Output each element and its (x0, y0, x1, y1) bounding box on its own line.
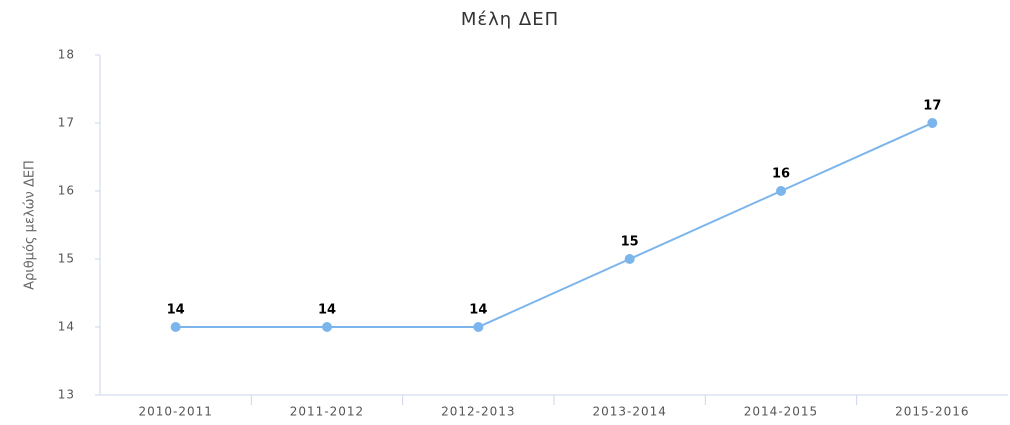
y-tick-label: 18 (58, 48, 75, 62)
x-tick-label: 2013-2014 (592, 405, 666, 419)
point (927, 118, 938, 128)
point (776, 186, 786, 196)
data-label: 14 (318, 303, 336, 318)
point (473, 322, 484, 332)
y-tick-label: 17 (58, 116, 75, 130)
data-label: 14 (167, 303, 185, 318)
data-label: 16 (772, 167, 790, 182)
x-tick-label: 2014-2015 (744, 405, 818, 419)
point (322, 322, 332, 332)
data-label: 17 (923, 99, 941, 114)
y-tick-label: 16 (58, 184, 75, 198)
x-tick-label: 2011-2012 (290, 405, 364, 419)
y-tick-label: 13 (58, 388, 75, 402)
chart-title: Μέλη ΔΕΠ (461, 9, 559, 30)
x-tick-label: 2012-2013 (441, 405, 515, 419)
data-label: 14 (469, 303, 487, 318)
y-axis-label: Αριθμός μελών ΔΕΠ (23, 160, 38, 290)
point (170, 322, 181, 332)
x-tick-label: 2015-2016 (895, 405, 969, 419)
y-tick-label: 15 (58, 252, 75, 266)
x-tick-label: 2010-2011 (138, 405, 212, 419)
point (624, 254, 635, 264)
y-tick-label: 14 (58, 320, 75, 334)
data-label: 15 (621, 235, 639, 250)
line (175, 122, 933, 328)
